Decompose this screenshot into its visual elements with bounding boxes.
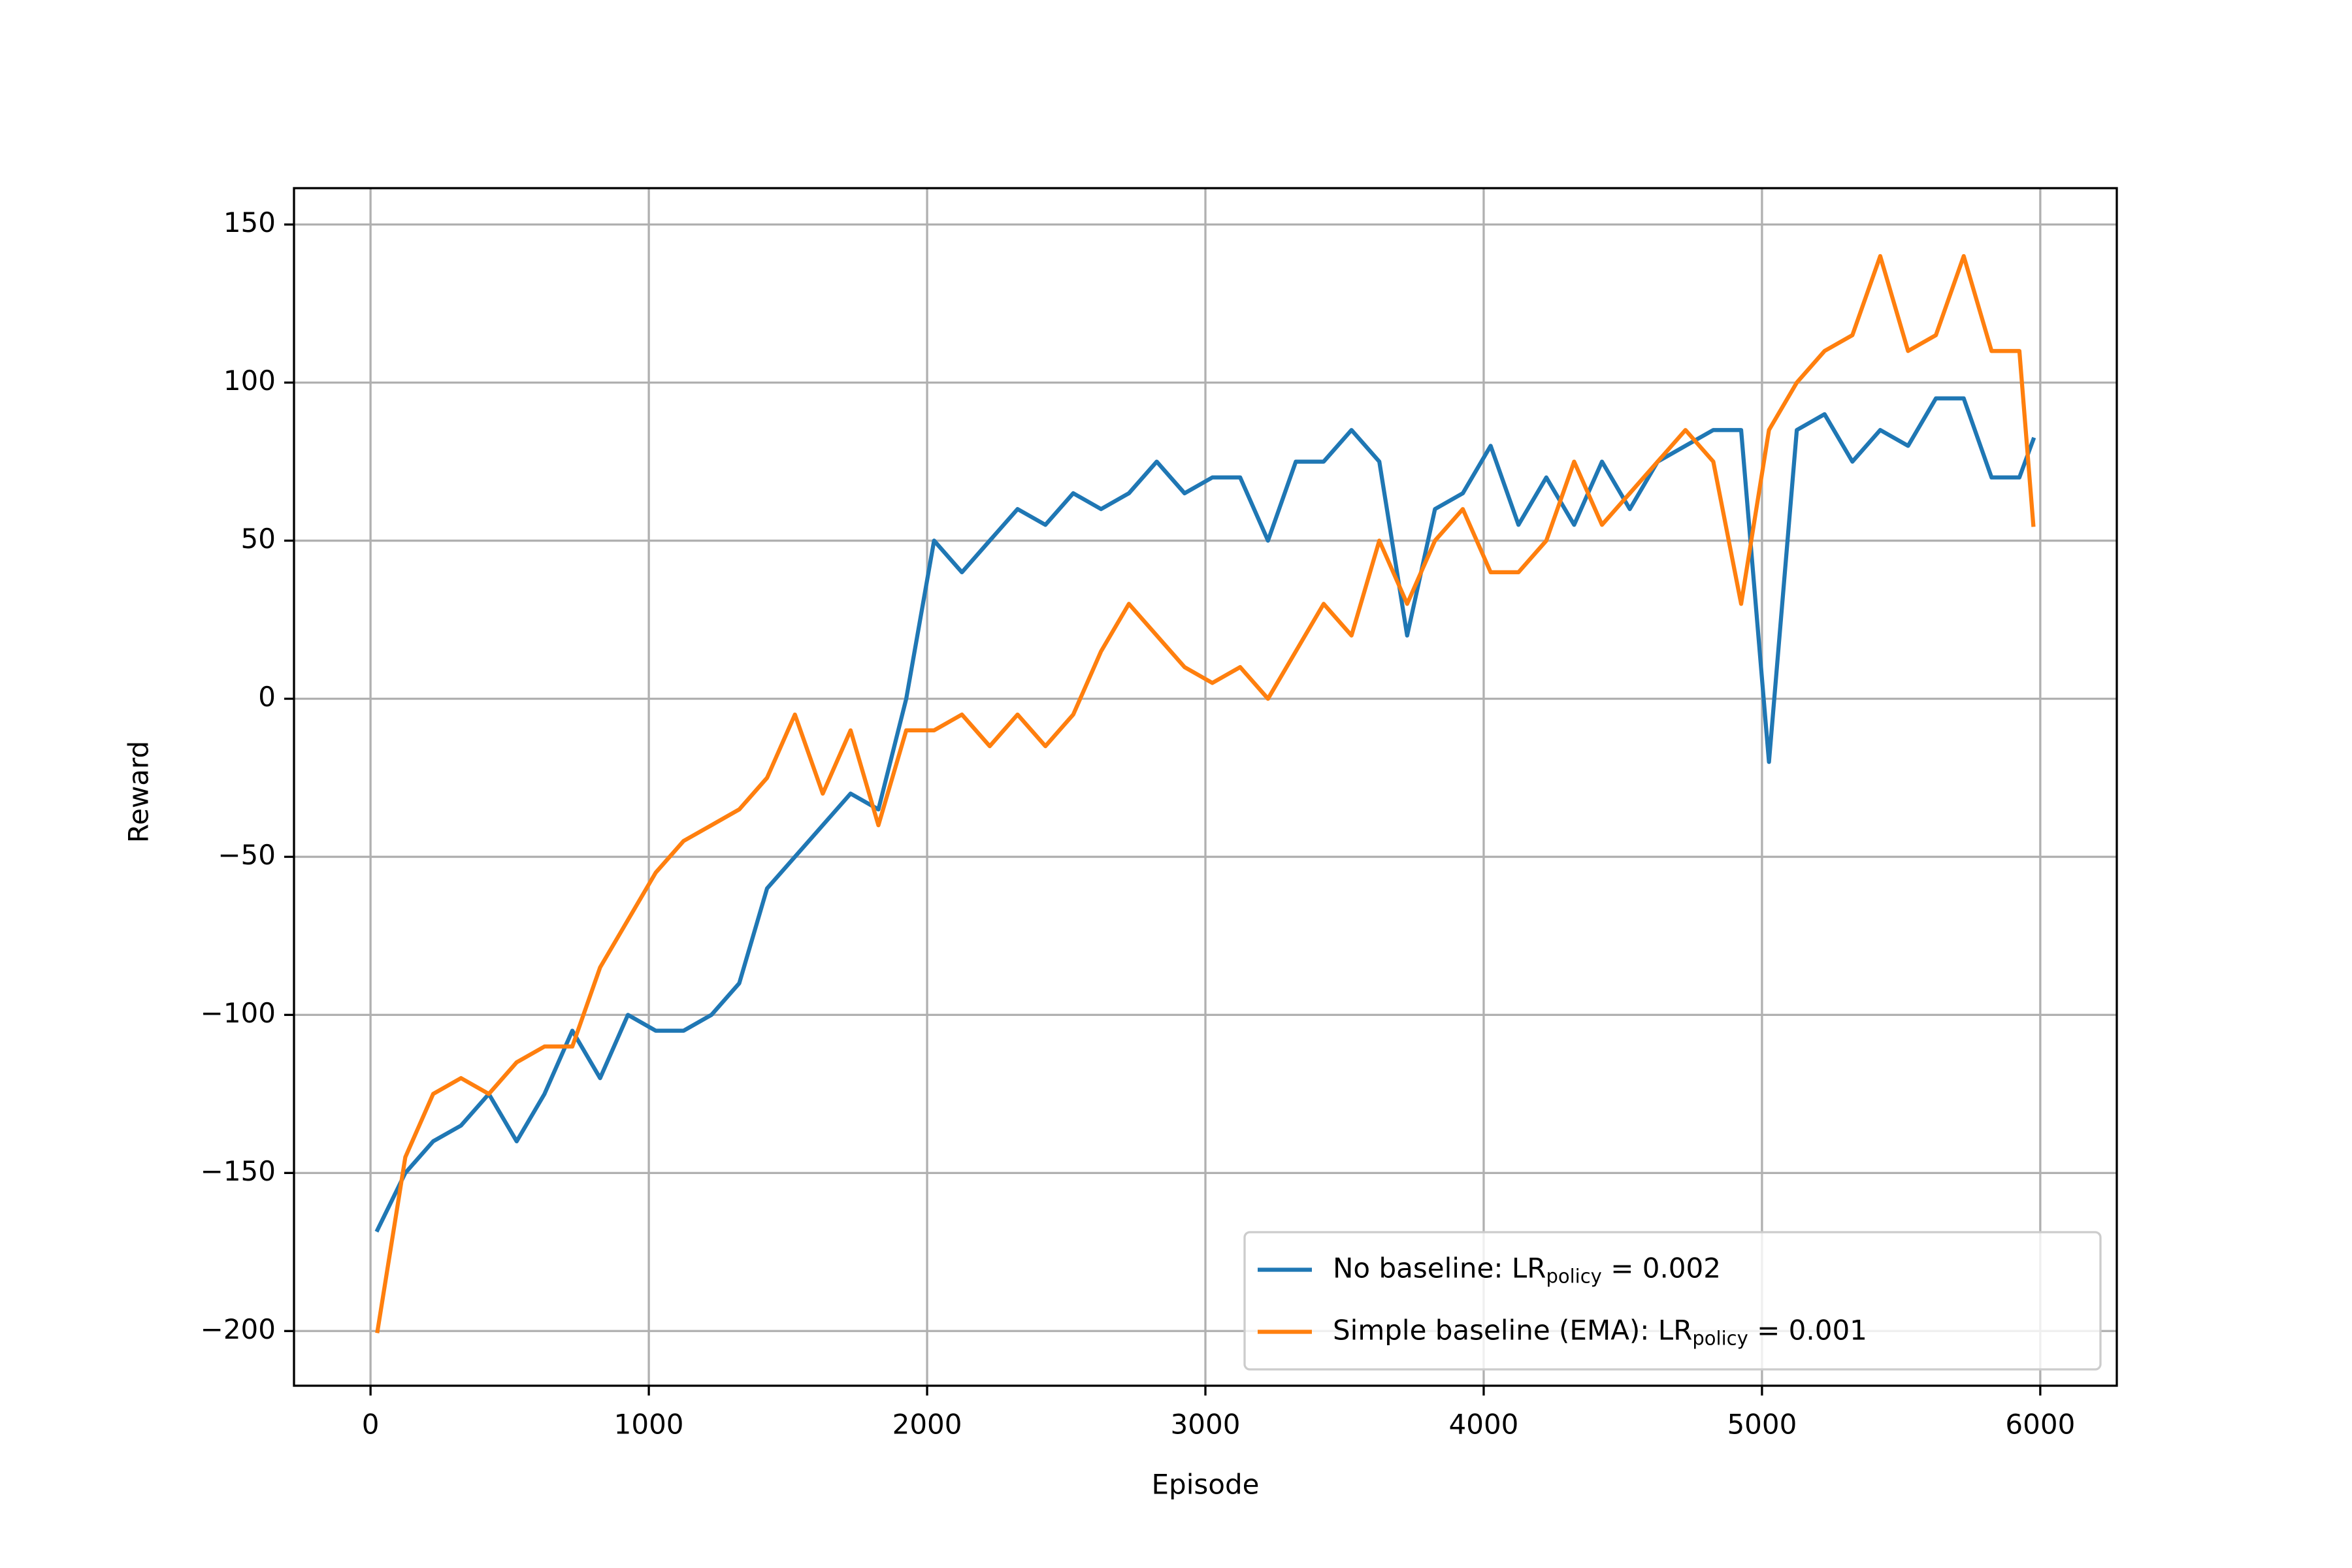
x-axis-label: Episode [1152,1469,1260,1501]
y-tick-label: 0 [258,681,276,713]
y-axis-label: Reward [123,741,155,843]
legend-label-part: = 0.001 [1748,1314,1867,1346]
legend-label-part: Simple baseline (EMA): LR [1333,1314,1692,1346]
x-tick-label: 2000 [892,1409,962,1441]
axes-frame [293,187,2118,1387]
x-tick-label: 3000 [1171,1409,1241,1441]
legend-label-part: policy [1692,1328,1748,1350]
y-tick-label: 100 [223,365,276,397]
legend-label: Simple baseline (EMA): LRpolicy = 0.001 [1333,1314,1867,1350]
legend-label: No baseline: LRpolicy = 0.002 [1333,1252,1721,1288]
x-tick-label: 0 [362,1409,380,1441]
y-tick-label: −150 [201,1155,276,1187]
legend-label-part: = 0.002 [1602,1252,1721,1284]
series-line [374,396,2036,1233]
y-tick-label: 150 [223,206,276,238]
y-tick-label: −100 [201,997,276,1029]
series-line [375,253,2036,1333]
y-tick-label: −200 [201,1313,276,1345]
plot-area [374,253,2036,1333]
legend-box [1243,1231,2102,1371]
x-tick-label: 6000 [2005,1409,2075,1441]
y-tick-label: 50 [241,523,276,555]
y-tick-label: −50 [218,839,276,871]
legend-label-part: policy [1546,1266,1601,1288]
legend-label-part: No baseline: LR [1333,1252,1546,1284]
x-tick-label: 1000 [614,1409,684,1441]
x-tick-label: 5000 [1727,1409,1797,1441]
x-tick-label: 4000 [1449,1409,1519,1441]
